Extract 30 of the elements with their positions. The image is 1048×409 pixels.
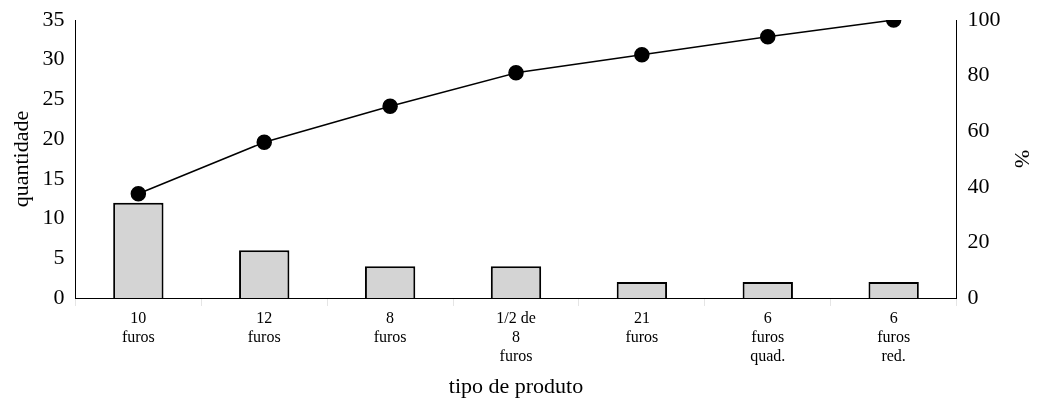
y2-tick-label: 100 — [967, 5, 1001, 31]
y-tick-label: 10 — [42, 204, 65, 230]
x-tick-label: 1/2 de 8 furos — [496, 308, 536, 365]
x-tick-label: 21 furos — [625, 308, 659, 345]
point — [382, 98, 398, 114]
y-axis-title: quantidade — [7, 110, 33, 208]
y-tick-label: 15 — [42, 164, 65, 190]
y-tick-label: 35 — [42, 5, 65, 31]
point — [760, 28, 776, 45]
y2-tick-label: 0 — [967, 283, 979, 309]
y-tick-label: 30 — [42, 45, 65, 71]
y-tick-label: 25 — [42, 85, 65, 111]
point — [508, 65, 524, 81]
y-tick-label: 0 — [53, 283, 65, 309]
x-tick-label: 12 furos — [247, 308, 281, 345]
point — [634, 47, 650, 63]
y-tick-label: 20 — [42, 124, 65, 150]
x-tick-label: 6 furos red. — [877, 308, 911, 365]
point — [256, 134, 272, 151]
y2-tick-label: 40 — [967, 172, 990, 198]
point — [130, 186, 147, 202]
y2-tick-label: 20 — [967, 228, 990, 254]
x-tick-label: 8 furos — [373, 308, 407, 345]
y2-tick-label: 80 — [967, 61, 990, 87]
y-tick-label: 5 — [53, 244, 65, 270]
x-tick-label: 6 furos quad. — [750, 308, 786, 366]
y2-axis-title: % — [1010, 149, 1036, 169]
x-axis-title: tipo de produto — [448, 372, 584, 398]
y2-tick-label: 60 — [967, 116, 990, 142]
x-tick-label: 10 furos — [121, 308, 155, 345]
